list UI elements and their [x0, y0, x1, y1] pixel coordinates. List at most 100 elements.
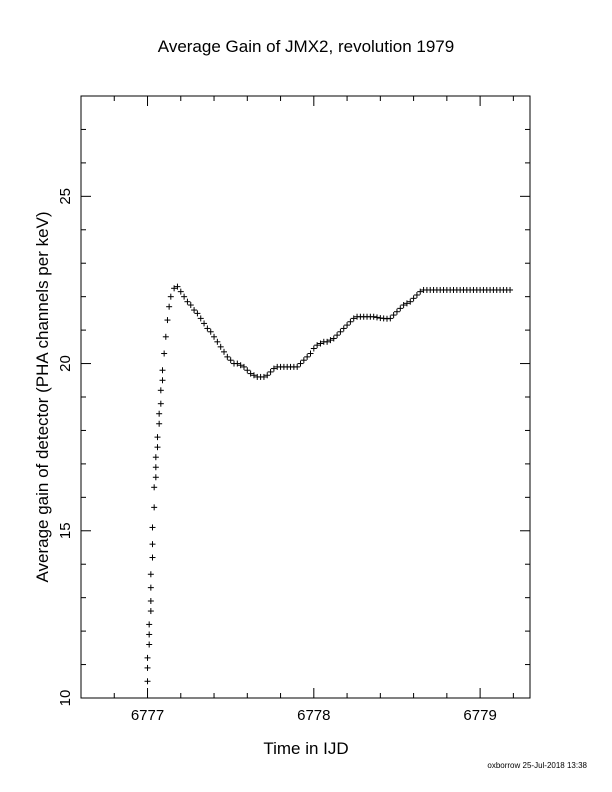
data-point — [147, 608, 154, 615]
data-point — [156, 410, 163, 417]
data-point — [407, 298, 414, 305]
data-point — [244, 367, 251, 374]
data-point — [147, 571, 154, 578]
data-point — [237, 362, 244, 369]
data-point — [151, 484, 158, 491]
data-point — [340, 325, 347, 332]
data-point — [317, 340, 324, 347]
data-point — [147, 598, 154, 605]
data-point — [177, 288, 184, 295]
data-point — [334, 332, 341, 339]
data-point — [214, 338, 221, 345]
data-point — [207, 328, 214, 335]
data-point — [162, 333, 169, 340]
data-point — [184, 298, 191, 305]
data-point — [300, 357, 307, 364]
data-point — [152, 474, 159, 481]
data-point — [304, 353, 311, 360]
data-point — [270, 365, 277, 372]
data-point — [152, 464, 159, 471]
data-point — [221, 348, 228, 355]
data-point — [144, 664, 151, 671]
data-point — [347, 318, 354, 325]
chart-title: Average Gain of JMX2, revolution 1979 — [158, 37, 454, 56]
data-point — [240, 363, 247, 370]
data-point — [166, 303, 173, 310]
x-tick-label: 6777 — [131, 707, 164, 724]
data-point — [390, 312, 397, 319]
data-point — [194, 310, 201, 317]
data-point — [413, 291, 420, 298]
data-point — [159, 377, 166, 384]
axis-ticks — [80, 95, 530, 699]
data-point — [144, 678, 151, 685]
x-axis-label: Time in IJD — [263, 739, 348, 758]
data-point — [260, 373, 267, 380]
data-point — [149, 554, 156, 561]
footer-credit: oxborrow 25-Jul-2018 13:38 — [487, 761, 587, 770]
data-point — [146, 621, 153, 628]
data-point — [403, 300, 410, 307]
data-points — [144, 283, 514, 685]
data-point — [393, 308, 400, 315]
data-point — [234, 360, 241, 367]
data-point — [154, 444, 161, 451]
data-point — [337, 328, 344, 335]
data-point — [344, 322, 351, 329]
y-tick-label: 10 — [57, 690, 74, 707]
y-axis-label: Average gain of detector (PHA channels p… — [33, 211, 52, 582]
data-point — [154, 434, 161, 441]
data-point — [159, 367, 166, 374]
data-point — [191, 307, 198, 314]
data-point — [217, 343, 224, 350]
data-point — [507, 286, 514, 293]
data-point — [297, 360, 304, 367]
data-point — [164, 317, 171, 324]
y-tick-label: 25 — [57, 188, 74, 205]
plot-frame — [80, 95, 531, 699]
y-tick-label: 15 — [57, 522, 74, 539]
data-point — [327, 337, 334, 344]
data-point — [171, 285, 178, 292]
data-point — [310, 345, 317, 352]
data-point — [151, 504, 158, 511]
data-point — [250, 372, 257, 379]
data-point — [174, 283, 181, 290]
data-point — [264, 372, 271, 379]
data-point — [149, 524, 156, 531]
data-point — [387, 315, 394, 322]
data-point — [197, 315, 204, 322]
data-point — [167, 293, 174, 300]
data-point — [201, 320, 208, 327]
data-point — [294, 363, 301, 370]
data-point — [307, 350, 314, 357]
x-tick-label: 6779 — [463, 707, 496, 724]
data-point — [187, 302, 194, 309]
data-point — [314, 342, 321, 349]
data-point — [247, 370, 254, 377]
data-point — [152, 454, 159, 461]
data-point — [267, 368, 274, 375]
data-point — [374, 314, 381, 321]
data-point — [410, 295, 417, 302]
data-point — [324, 338, 331, 345]
data-point — [417, 288, 424, 295]
data-point — [330, 335, 337, 342]
data-point — [161, 350, 168, 357]
data-point — [144, 654, 151, 661]
data-point — [156, 420, 163, 427]
data-point — [397, 305, 404, 312]
data-point — [149, 541, 156, 548]
data-point — [211, 333, 218, 340]
data-point — [181, 293, 188, 300]
data-point — [227, 357, 234, 364]
data-point — [147, 584, 154, 591]
y-tick-label: 20 — [57, 355, 74, 372]
data-point — [224, 353, 231, 360]
x-tick-label: 6778 — [297, 707, 330, 724]
axis-tick-labels: 6777 6778 6779 10 15 20 25 — [57, 188, 497, 724]
data-point — [204, 325, 211, 332]
data-point — [400, 302, 407, 309]
data-point — [370, 313, 377, 320]
